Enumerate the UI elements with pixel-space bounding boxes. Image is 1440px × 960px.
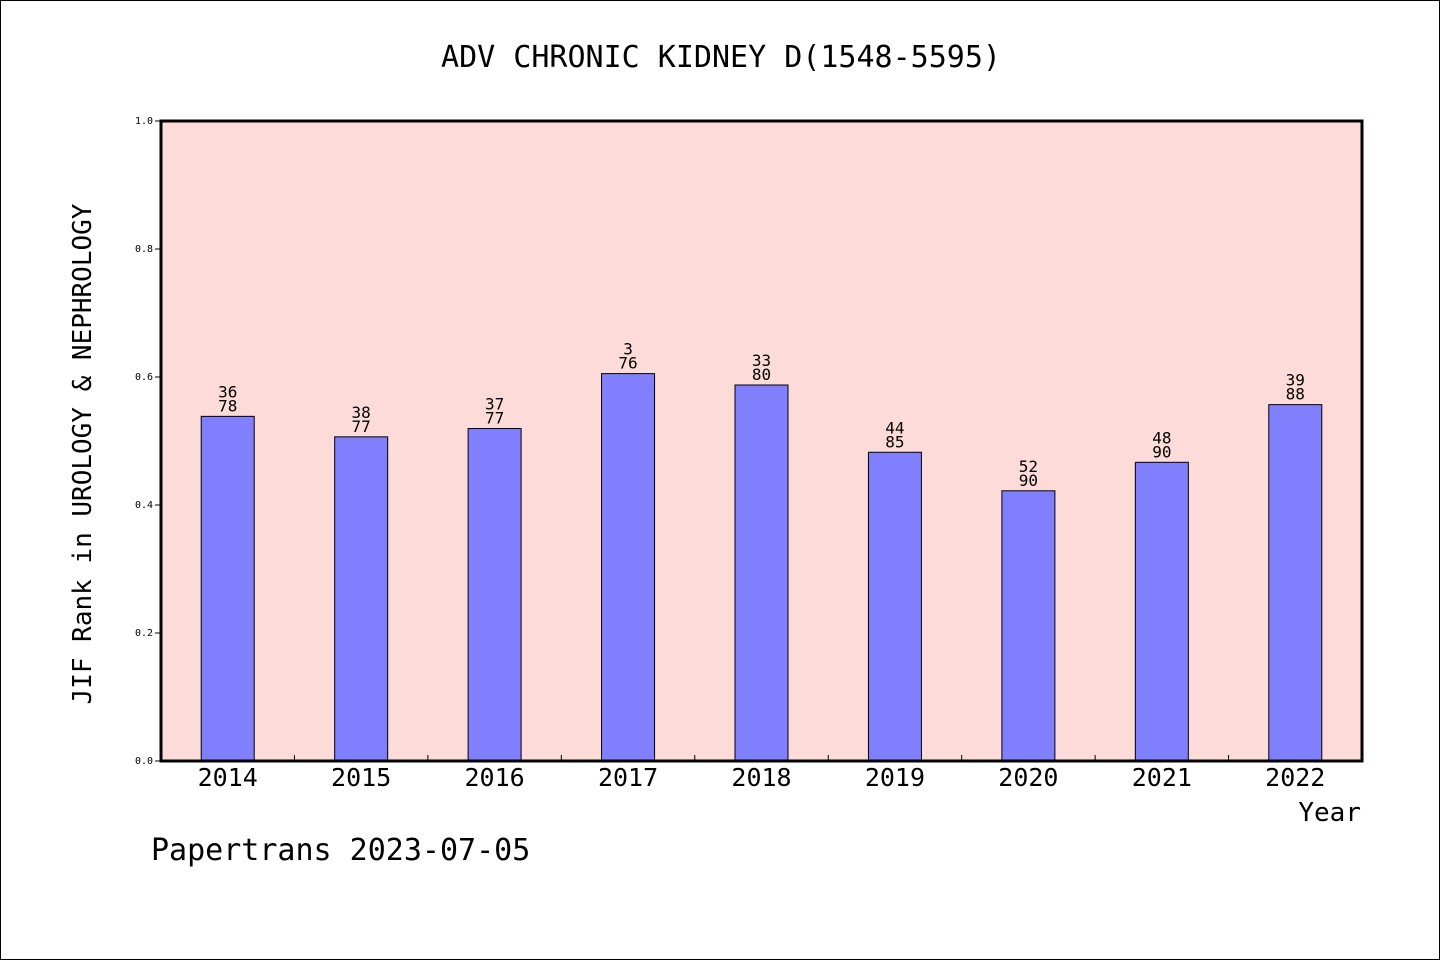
y-axis-label: JIF Rank in UROLOGY & NEPHROLOGY [68,203,98,704]
data-label-total: 76 [618,354,637,373]
x-tick-label: 2019 [865,763,925,792]
bar [1134,461,1189,762]
data-label-total: 90 [1019,471,1038,490]
data-label-total: 90 [1152,442,1171,461]
bar [467,428,522,762]
x-tick-label: 2016 [465,763,525,792]
bar [601,373,656,762]
data-label-rank: 38 [352,403,371,422]
data-label-total: 80 [752,365,771,384]
data-label-total: 85 [885,432,904,451]
data-label-rank: 36 [218,382,237,401]
bar [200,415,255,762]
plot-frame [159,119,1364,763]
y-tick-label: 0.6 [135,372,153,383]
y-tick-label: 0.8 [135,244,153,255]
data-label-total: 88 [1286,385,1305,404]
data-label-rank: 44 [885,418,904,437]
x-tick-label: 2014 [198,763,258,792]
y-tick-label: 0.2 [135,628,153,639]
x-tick-label: 2020 [998,763,1058,792]
bar [1001,490,1056,762]
x-tick-label: 2022 [1265,763,1325,792]
x-tick-label: 2018 [731,763,791,792]
data-label-rank: 52 [1019,457,1038,476]
footer-note: Papertrans 2023-07-05 [151,833,531,868]
data-label-rank: 48 [1152,428,1171,447]
bar [734,384,789,762]
chart-title: ADV CHRONIC KIDNEY D(1548-5595) [441,40,1001,75]
data-label-rank: 3 [623,340,633,359]
y-tick-label: 0.4 [135,500,153,511]
data-label-rank: 37 [485,395,504,414]
data-label-rank: 39 [1286,371,1305,390]
data-label-total: 77 [352,417,371,436]
plot-area: 0.00.20.40.60.81.03678201438772015377720… [135,116,1364,792]
x-tick-label: 2021 [1132,763,1192,792]
y-tick-label: 1.0 [135,116,153,127]
data-label-total: 78 [218,396,237,415]
data-label-rank: 33 [752,351,771,370]
x-tick-label: 2017 [598,763,658,792]
x-axis-label: Year [1298,798,1361,828]
y-tick-label: 0.0 [135,756,153,767]
bar [867,451,922,762]
data-label-total: 77 [485,409,504,428]
x-tick-label: 2015 [331,763,391,792]
bar [334,436,389,762]
bar [1268,404,1323,762]
